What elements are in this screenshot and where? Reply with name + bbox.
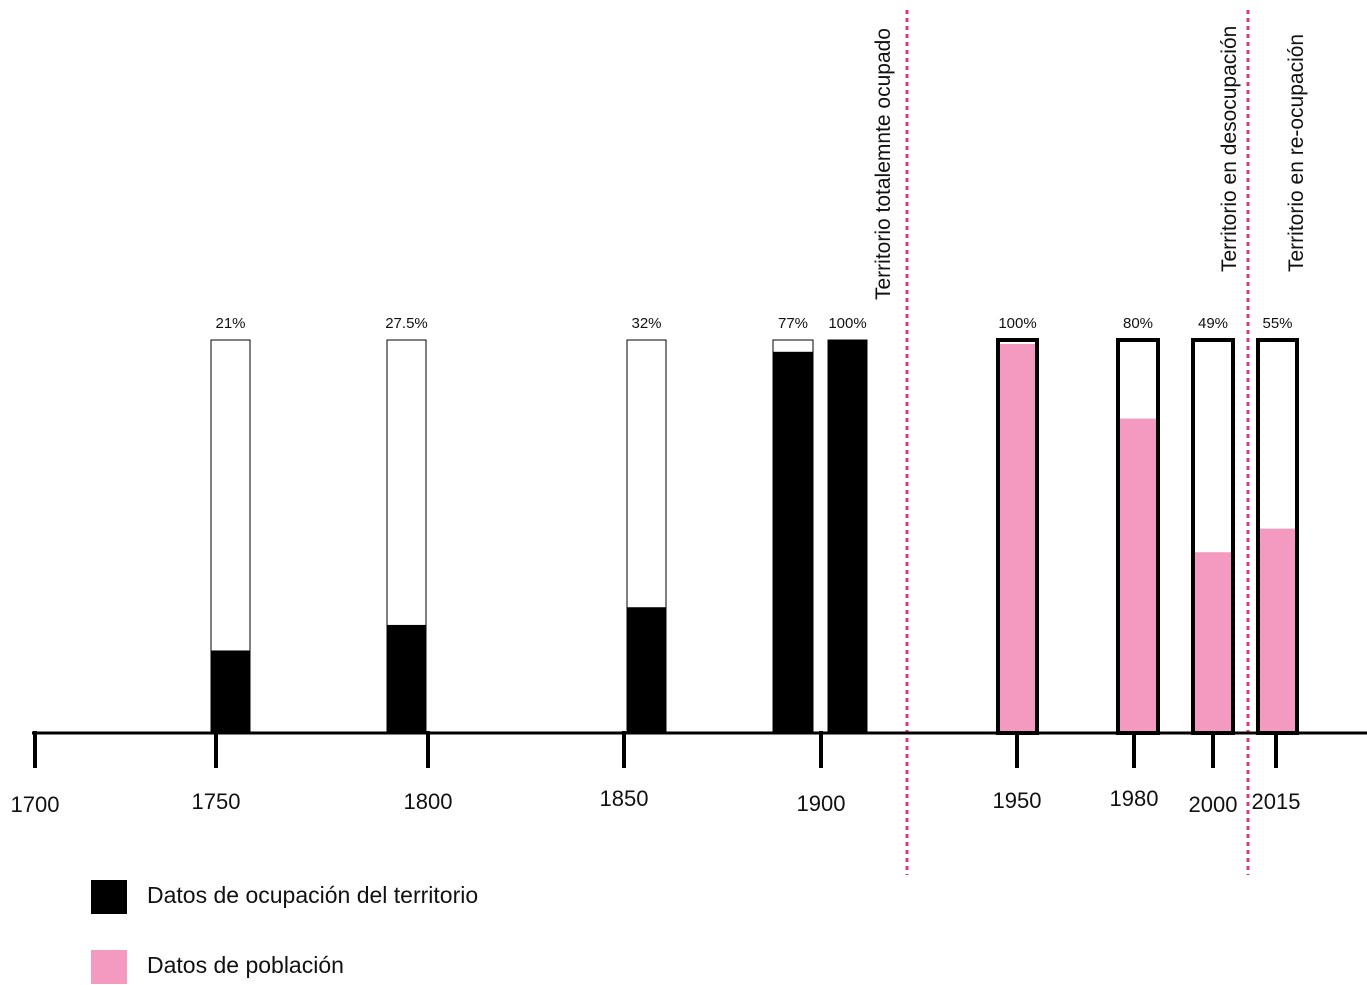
bar-value-label: 77% xyxy=(778,315,808,332)
annotations-layer: Territorio totalemnte ocupado Territorio … xyxy=(872,10,1308,875)
bar-fill xyxy=(627,607,666,733)
bar-4: 77% xyxy=(772,315,814,734)
bar-fill xyxy=(211,650,250,733)
bar-value-label: 21% xyxy=(215,315,245,332)
annotation-label: Territorio totalemnte ocupado xyxy=(872,28,895,300)
x-tick-label: 1750 xyxy=(192,789,241,814)
bar-fill xyxy=(1000,343,1035,731)
bar-2: 27.5% xyxy=(385,315,428,734)
bar-8: 49% xyxy=(1191,315,1235,735)
bar-value-label: 49% xyxy=(1198,315,1228,332)
bar-5: 100% xyxy=(827,315,868,734)
bar-7: 80% xyxy=(1116,315,1160,735)
legend-item-ocupacion: Datos de ocupación del territorio xyxy=(91,880,478,914)
legend-label: Datos de ocupación del territorio xyxy=(147,882,478,908)
bar-value-label: 27.5% xyxy=(385,315,428,332)
x-tick-label: 1980 xyxy=(1110,786,1159,811)
bar-fill xyxy=(828,340,867,733)
bars-layer: 21% 27.5% 32% 77% 100% 100% 80% 49% 55% xyxy=(210,315,1299,735)
x-tick-label: 1850 xyxy=(600,786,649,811)
x-tick-label: 1950 xyxy=(993,788,1042,813)
bar-fill xyxy=(1120,418,1156,731)
bar-fill xyxy=(1260,528,1295,731)
legend-swatch xyxy=(91,950,127,984)
legend-item-poblacion: Datos de población xyxy=(91,950,344,984)
x-tick-label: 1800 xyxy=(404,789,453,814)
bar-6: 100% xyxy=(996,315,1039,735)
annotation-label: Territorio en desocupación xyxy=(1218,26,1241,272)
x-tick-label: 1700 xyxy=(11,792,60,817)
legend: Datos de ocupación del territorio Datos d… xyxy=(91,880,478,984)
x-tick-label: 1900 xyxy=(797,791,846,816)
bar-value-label: 100% xyxy=(998,315,1036,332)
bar-fill xyxy=(1195,552,1231,731)
annotation-label: Territorio en re-ocupación xyxy=(1285,34,1308,272)
bar-3: 32% xyxy=(626,315,667,734)
x-tick-label: 2015 xyxy=(1252,789,1301,814)
legend-label: Datos de población xyxy=(147,952,344,978)
legend-swatch xyxy=(91,880,127,914)
x-axis: 1700 1750 1800 1850 1900 1950 1980 2000 2015 xyxy=(11,731,1367,817)
bar-value-label: 80% xyxy=(1123,315,1153,332)
bar-fill xyxy=(773,351,813,733)
bar-value-label: 32% xyxy=(631,315,661,332)
x-tick-label: 2000 xyxy=(1189,792,1238,817)
bar-9: 55% xyxy=(1256,315,1299,735)
bar-value-label: 100% xyxy=(828,315,866,332)
bar-value-label: 55% xyxy=(1262,315,1292,332)
bar-1: 21% xyxy=(210,315,251,734)
bar-fill xyxy=(387,624,426,733)
